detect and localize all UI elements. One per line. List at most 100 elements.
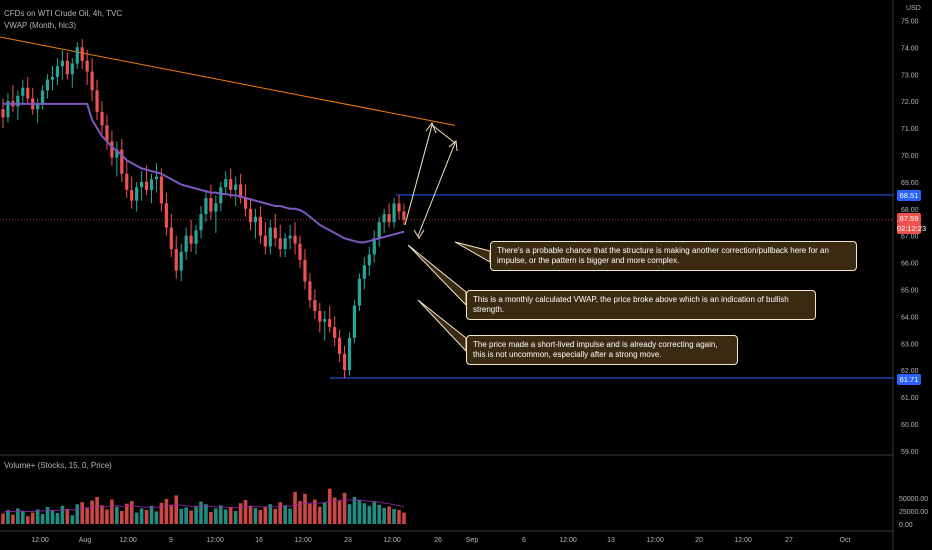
volume-bar — [45, 506, 50, 524]
candle-body — [95, 90, 99, 112]
volume-bar — [293, 491, 297, 524]
volume-bar — [149, 505, 154, 524]
candle-body — [70, 63, 74, 75]
candle — [65, 52, 69, 80]
candle-body — [90, 71, 94, 91]
candle — [120, 138, 124, 182]
price-tick-label: 59.00 — [901, 449, 919, 456]
volume-bar — [174, 495, 179, 524]
volume-bar — [322, 502, 327, 524]
candle-body — [110, 141, 114, 158]
candle — [130, 176, 134, 209]
candle — [194, 224, 198, 255]
time-tick-label: 12:00 — [559, 537, 577, 544]
volume-bar — [372, 501, 377, 524]
candle-body — [248, 208, 253, 223]
candle — [268, 219, 272, 255]
price-tick-label: 69.00 — [901, 180, 919, 187]
candle — [115, 141, 119, 177]
volume-bar — [11, 514, 15, 524]
candle-body — [347, 337, 352, 371]
price-tick-label: 60.00 — [901, 422, 919, 429]
volume-bar — [40, 514, 45, 524]
candle — [149, 173, 154, 204]
candle-body — [209, 197, 213, 212]
volume-bar — [154, 511, 159, 524]
candle-body — [1, 109, 5, 118]
candle — [90, 58, 94, 102]
candle-body — [55, 66, 60, 77]
candle — [100, 101, 104, 134]
trendline — [0, 36, 456, 126]
candle-body — [308, 281, 312, 301]
volume-bar — [179, 508, 183, 524]
volume-bar — [263, 506, 268, 524]
candle-body — [357, 278, 361, 306]
arrow-head — [413, 229, 425, 239]
annotation-correction[interactable]: There's a probable chance that the struc… — [490, 241, 857, 271]
candle — [229, 168, 233, 198]
candle — [357, 273, 361, 311]
volume-bar — [120, 511, 124, 524]
candle — [333, 316, 337, 346]
volume-bar — [115, 506, 119, 524]
volume-bar — [159, 502, 164, 524]
candle-body — [243, 197, 248, 209]
candle-body — [100, 111, 104, 126]
volume-bar — [268, 504, 273, 524]
candle-body — [45, 79, 50, 91]
level-tag-bottom: 61.71 — [897, 374, 921, 385]
candle-body — [328, 319, 332, 328]
candle-body — [219, 187, 223, 204]
candle-body — [323, 319, 327, 322]
price-tick-label: 74.00 — [901, 45, 919, 52]
candle — [239, 173, 243, 204]
candle — [16, 90, 20, 120]
time-tick-label: 12:00 — [734, 537, 752, 544]
annotation-vwap[interactable]: This is a monthly calculated VWAP, the p… — [466, 290, 816, 320]
candle — [382, 208, 386, 233]
candle — [323, 310, 327, 341]
volume-bar — [6, 509, 10, 524]
vwap-legend[interactable]: VWAP (Month, hlc3) — [4, 21, 77, 30]
candle — [347, 332, 352, 376]
candle — [184, 227, 188, 260]
candle-body — [402, 211, 406, 220]
volume-bar — [90, 500, 94, 524]
volume-bar — [75, 504, 80, 524]
price-tick-label: 72.00 — [901, 99, 919, 106]
candle-body — [273, 227, 277, 239]
candle — [204, 189, 208, 223]
candle-body — [26, 87, 30, 99]
candle — [234, 176, 238, 207]
time-tick-label: 12:00 — [31, 537, 49, 544]
candle — [243, 184, 248, 217]
volume-bar — [248, 505, 253, 524]
candle — [288, 224, 292, 250]
volume-bar — [332, 497, 337, 524]
candle — [110, 130, 114, 166]
volume-legend[interactable]: Volume+ (Stocks, 15, 0, Price) — [4, 461, 112, 470]
candle-body — [50, 76, 55, 80]
price-tick-label: 71.00 — [901, 126, 919, 133]
volume-bar — [110, 499, 114, 524]
candle-body — [60, 60, 64, 67]
volume-bar — [308, 503, 312, 524]
candle — [253, 208, 258, 239]
time-tick-label: 12:00 — [646, 537, 664, 544]
time-tick-label: 27 — [785, 537, 793, 544]
symbol-legend[interactable]: CFDs on WTI Crude Oil, 4h, TVC — [4, 9, 123, 18]
volume-bar — [303, 493, 307, 524]
candle — [41, 85, 45, 110]
volume-bar — [16, 508, 20, 524]
candle — [402, 203, 406, 225]
candle-body — [140, 181, 144, 188]
candle — [21, 79, 25, 104]
annotation-impulse[interactable]: The price made a short-lived impulse and… — [466, 335, 738, 365]
time-tick-label: 20 — [695, 537, 703, 544]
candle-body — [338, 337, 342, 355]
candle — [135, 181, 139, 212]
volume-bar — [80, 502, 84, 524]
candle-body — [224, 179, 228, 188]
